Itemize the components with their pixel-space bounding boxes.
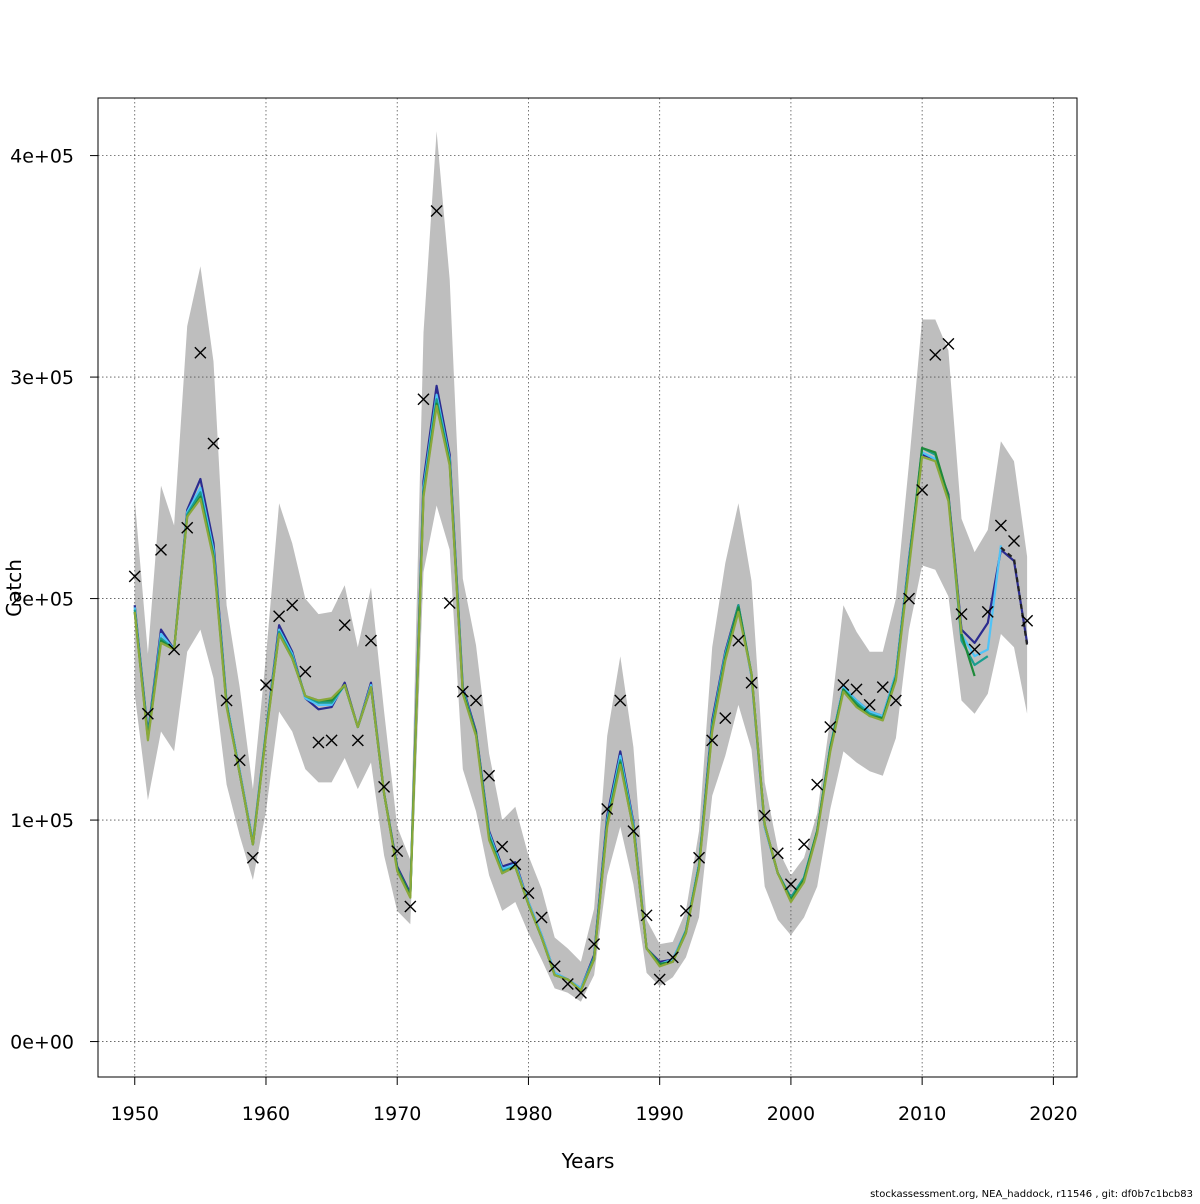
x-tick-label: 1950 [111, 1103, 159, 1125]
y-tick-label: 0e+00 [10, 1032, 74, 1054]
observation-point [561, 977, 574, 990]
x-tick-label: 1970 [373, 1103, 421, 1125]
observation-point [207, 437, 220, 450]
observation-point [378, 780, 391, 793]
observation-point [574, 986, 587, 999]
observation-point [220, 694, 233, 707]
observation-point [771, 847, 784, 860]
x-tick-label: 1960 [242, 1103, 290, 1125]
observation-point [640, 909, 653, 922]
y-tick-label: 3e+05 [10, 367, 74, 389]
observation-point [154, 543, 167, 556]
observation-point [679, 904, 692, 917]
x-axis: 1950 1960 1970 1980 1990 2000 2010 2020 [111, 1077, 1078, 1125]
observation-point [404, 900, 417, 913]
observation-point [758, 809, 771, 822]
observation-point [666, 951, 679, 964]
observation-point [942, 337, 955, 350]
observation-point [168, 643, 181, 656]
observation-point [994, 519, 1007, 532]
observation-point [968, 643, 981, 656]
observation-point [784, 878, 797, 891]
observation-point [601, 802, 614, 815]
observation-point [194, 346, 207, 359]
observation-point [903, 592, 916, 605]
observation-point [627, 825, 640, 838]
observation-point [325, 734, 338, 747]
observation-point [417, 393, 430, 406]
observation-point [850, 683, 863, 696]
confidence-band [134, 131, 1028, 1002]
observation-point [456, 685, 469, 698]
observation-point [469, 694, 482, 707]
grid-layer [98, 98, 1077, 1077]
observation-point [916, 484, 929, 497]
observation-point [863, 698, 876, 711]
observation-point [824, 721, 837, 734]
observation-point [259, 678, 272, 691]
y-axis: 0e+00 1e+05 2e+05 3e+05 4e+05 [10, 146, 98, 1054]
confidence-band-layer [134, 131, 1028, 1002]
x-axis-title: Years [561, 1149, 615, 1173]
observation-point [889, 694, 902, 707]
observation-point [811, 778, 824, 791]
y-tick-label: 1e+05 [10, 810, 74, 832]
observation-point [588, 938, 601, 951]
observation-point [719, 712, 732, 725]
observation-layer [128, 204, 1034, 999]
observation-point [443, 597, 456, 609]
observation-point [614, 694, 627, 707]
observation-point [181, 521, 194, 534]
y-tick-label: 4e+05 [10, 146, 74, 168]
observation-point [128, 570, 141, 583]
observation-point [364, 634, 377, 647]
x-tick-label: 2000 [767, 1103, 815, 1125]
observation-point [273, 610, 286, 623]
x-tick-label: 1980 [504, 1103, 552, 1125]
observation-point [391, 845, 404, 858]
observation-point [483, 769, 496, 782]
observation-point [798, 838, 811, 851]
observation-point [548, 960, 561, 973]
observation-point [955, 608, 968, 621]
y-axis-title: Catch [2, 559, 26, 617]
series-line-5 [133, 404, 963, 992]
y-tick-label: 2e+05 [10, 589, 74, 611]
x-tick-label: 2020 [1029, 1103, 1077, 1125]
x-tick-label: 2010 [898, 1103, 946, 1125]
observation-point [312, 736, 325, 749]
observation-point [693, 851, 706, 864]
observation-point [286, 599, 299, 612]
observation-point [732, 634, 745, 647]
observation-point [837, 678, 850, 691]
footer-credit: stockassessment.org, NEA_haddock, r11546… [870, 1189, 1193, 1200]
observation-point [706, 734, 719, 747]
observation-point [338, 619, 351, 632]
observation-point [509, 858, 522, 871]
observation-point [745, 676, 758, 689]
observation-point [430, 204, 443, 217]
observation-point [653, 973, 666, 986]
plot-frame [97, 97, 1078, 1078]
x-tick-label: 1990 [635, 1103, 683, 1125]
observation-point [1021, 614, 1034, 627]
observation-point [351, 734, 364, 747]
observation-point [522, 887, 535, 900]
observation-point [929, 348, 942, 361]
observation-point [981, 605, 994, 618]
observation-point [496, 840, 509, 853]
observation-point [535, 911, 548, 924]
observation-point [233, 754, 246, 767]
observation-point [876, 681, 889, 694]
observation-point [246, 851, 259, 864]
observation-point [141, 707, 154, 720]
observation-point [299, 665, 312, 678]
observation-point [1008, 534, 1021, 547]
